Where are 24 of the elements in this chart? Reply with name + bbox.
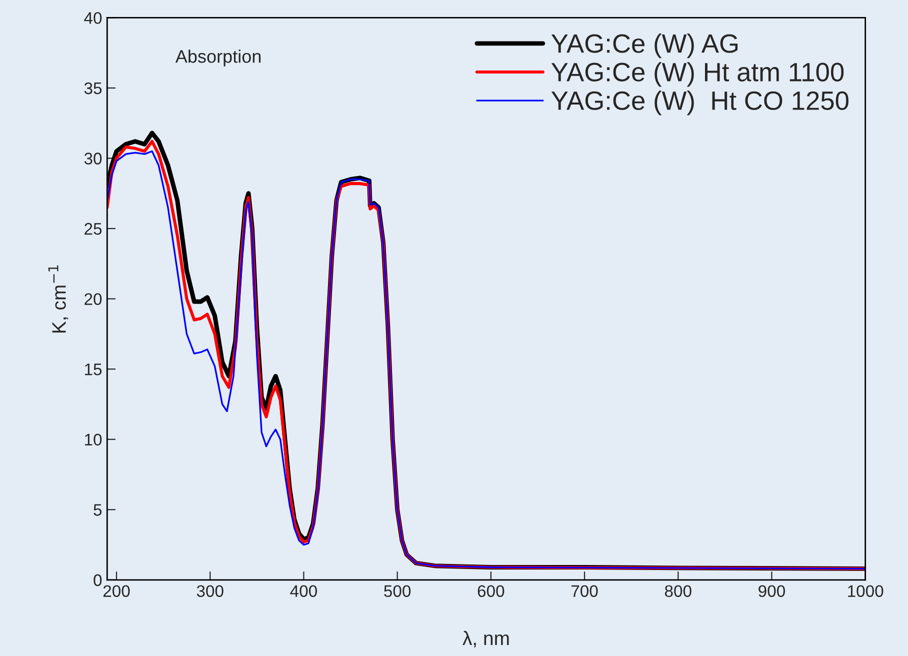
x-tick-label: 200 (103, 585, 130, 598)
annotation: Absorption (175, 50, 261, 66)
x-tick-label: 500 (384, 585, 411, 598)
y-tick-label: 0 (94, 574, 102, 586)
x-tick-label: 900 (758, 585, 785, 598)
x-tick-label: 1000 (848, 585, 884, 598)
legend-label: YAG:Ce (W) Ht atm 1100 (551, 62, 844, 87)
y-tick-label: 20 (84, 293, 102, 306)
x-tick-label: 700 (571, 585, 598, 598)
y-tick-label: 25 (84, 222, 102, 235)
x-tick-label: 800 (664, 585, 692, 598)
y-tick-label: 40 (84, 12, 102, 24)
x-tick-label: 400 (290, 585, 317, 598)
x-axis-title: λ, nm (462, 630, 509, 648)
x-tick-label: 600 (478, 585, 504, 598)
y-tick-label: 30 (84, 152, 102, 164)
y-axis-title: K, cm$^{−1}$ (48, 265, 68, 333)
x-tick-label: 300 (196, 585, 224, 598)
legend-label: YAG:Ce (W) AG (551, 34, 738, 58)
y-tick-label: 15 (85, 364, 102, 376)
y-tick-label: 5 (94, 504, 102, 516)
y-tick-label: 10 (85, 434, 102, 446)
y-tick-label: 35 (84, 82, 102, 94)
legend-label: YAG:Ce (W) Ht CO 1250 (551, 90, 848, 116)
